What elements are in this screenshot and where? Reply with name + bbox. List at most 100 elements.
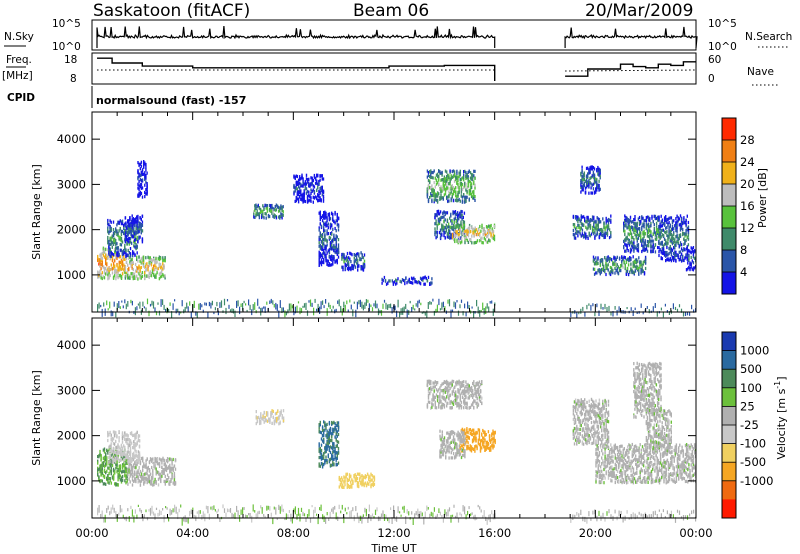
scatter-cell [112,276,115,280]
scatter-cell [121,470,124,474]
scatter-cell [142,475,144,479]
scatter-cell [652,239,654,243]
scatter-cell [130,264,132,268]
scatter-cell [593,262,596,266]
scatter-cell [461,213,463,217]
ground-scatter-cell [636,515,638,519]
ground-scatter-cell [143,306,145,309]
scatter-cell [593,221,595,225]
scatter-cell [259,210,262,214]
scatter-cell [325,257,327,261]
scatter-cell [275,216,278,220]
ground-scatter-cell [198,303,200,310]
scatter-cell [473,234,475,238]
scatter-cell [676,229,678,233]
scatter-cell [484,230,487,234]
scatter-cell [685,238,687,243]
scatter-cell [457,176,459,180]
scatter-cell [470,194,473,199]
ground-scatter-cell [290,303,292,312]
ground-scatter-cell [254,510,256,513]
scatter-cell [361,267,363,271]
ground-scatter-cell [582,516,584,522]
scatter-cell [666,243,668,247]
scatter-cell [482,228,484,233]
scatter-cell [115,270,117,274]
scatter-cell [125,231,128,235]
ground-scatter-cell [614,306,616,310]
scatter-cell [294,176,296,180]
scatter-cell [441,170,443,174]
scatter-cell [98,477,100,481]
scatter-cell [136,267,138,271]
scatter-cell [145,265,147,269]
scatter-cell [684,248,686,252]
scatter-cell [637,217,640,221]
scatter-cell [312,179,314,183]
scatter-cell [117,220,119,224]
scatter-cell [140,261,142,265]
scatter-cell [256,209,258,213]
scatter-cell [351,253,353,257]
scatter-cell [301,193,303,197]
scatter-cell [389,279,391,283]
scatter-cell [635,227,637,231]
scatter-cell [309,184,311,188]
ground-scatter-cell [322,514,324,520]
ground-scatter-cell [430,511,432,517]
ground-scatter-cell [125,303,127,310]
ground-scatter-cell [97,507,99,516]
ground-scatter-cell [211,300,213,306]
scatter-cell [455,219,458,223]
scatter-cell [436,192,439,196]
scatter-cell [627,273,630,277]
scatter-cell [479,234,481,238]
scatter-cell [676,233,678,237]
ground-scatter-cell [672,514,674,518]
scatter-cell [441,225,443,229]
scatter-cell [123,455,125,459]
scatter-cell [337,224,340,228]
scatter-cell [320,260,323,264]
ground-scatter-cell [347,506,349,510]
scatter-cell [130,272,132,276]
ground-scatter-cell [337,300,339,304]
ground-scatter-cell [640,513,642,517]
scatter-cell [451,235,454,239]
scatter-cell [622,265,624,269]
scatter-cell [345,263,348,268]
ground-scatter-cell [316,308,318,312]
ground-scatter-cell [299,307,301,315]
ground-scatter-cell [427,302,429,309]
scatter-cell [282,213,284,217]
scatter-cell [581,215,584,219]
ground-scatter-cell [602,512,604,519]
scatter-cell [639,262,641,266]
scatter-cell [400,280,403,284]
scatter-cell [128,256,130,260]
scatter-cell [654,217,657,221]
scatter-cell [110,481,112,485]
scatter-cell [665,259,667,263]
scatter-cell [596,188,598,192]
scatter-cell [595,256,597,260]
scatter-cell [657,218,659,222]
scatter-cell [449,216,451,220]
ground-scatter-cell [368,303,370,312]
scatter-cell [396,281,398,285]
ground-scatter-cell [186,302,188,309]
scatter-cell [281,205,283,209]
scatter-cell [633,230,635,234]
ground-scatter-cell [588,511,590,517]
scatter-cell [670,247,673,251]
scatter-cell [324,216,326,220]
ground-scatter-cell [586,304,588,310]
scatter-cell [169,480,171,484]
scatter-cell [444,182,447,186]
scatter-cell [130,468,132,472]
ground-scatter-cell [331,309,333,312]
scatter-cell [637,227,640,231]
ground-scatter-cell [453,504,455,508]
scatter-cell [676,235,678,239]
scatter-cell [110,220,112,224]
